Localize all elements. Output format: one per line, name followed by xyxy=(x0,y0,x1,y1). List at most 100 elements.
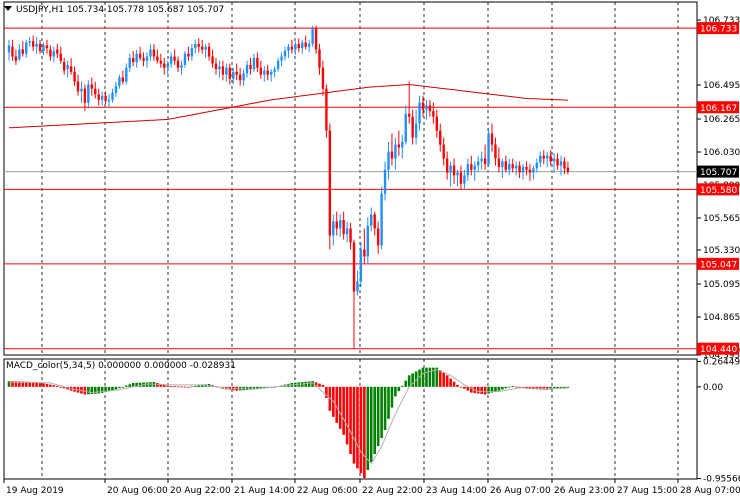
candle-body xyxy=(328,130,332,236)
candle xyxy=(100,91,104,106)
candle xyxy=(528,164,532,181)
candle-body xyxy=(318,49,321,68)
candle-body xyxy=(511,164,514,169)
candle-body xyxy=(539,155,542,163)
candle xyxy=(63,57,66,75)
macd-bar xyxy=(118,386,121,389)
candle-body xyxy=(349,228,352,243)
candle xyxy=(525,161,528,176)
macd-bar xyxy=(342,386,345,435)
macd-bar xyxy=(414,371,418,387)
candle-body xyxy=(552,158,556,162)
candle-body xyxy=(211,56,214,64)
candle-body xyxy=(294,43,297,50)
candle xyxy=(138,46,142,61)
candle xyxy=(104,91,107,105)
candle-body xyxy=(480,158,483,162)
candle xyxy=(477,155,480,173)
time-tick-label: 27 Aug 15:00 xyxy=(617,486,678,496)
candle xyxy=(25,39,28,58)
candle xyxy=(542,150,545,165)
macd-bar xyxy=(480,386,483,395)
macd-bar xyxy=(90,386,94,395)
candle-body xyxy=(138,53,142,58)
candle-body xyxy=(535,162,539,169)
macd-tick-label: 0.264495 xyxy=(703,357,740,367)
candle-body xyxy=(425,105,428,110)
candle xyxy=(7,39,11,61)
candle-body xyxy=(197,43,200,47)
candle-body xyxy=(225,67,228,75)
candle-body xyxy=(49,49,52,57)
candle-body xyxy=(504,161,507,170)
candle-body xyxy=(439,130,442,145)
candle-body xyxy=(100,95,104,100)
candle-body xyxy=(114,85,118,93)
candle-body xyxy=(280,56,283,61)
candle-body xyxy=(56,49,59,54)
candle xyxy=(87,80,90,109)
candle xyxy=(435,109,438,138)
candle-body xyxy=(287,46,290,51)
candle-body xyxy=(456,172,459,176)
candle xyxy=(390,133,394,166)
candle xyxy=(473,161,476,181)
macd-bar xyxy=(563,386,566,389)
candle xyxy=(121,70,125,85)
macd-bar xyxy=(518,386,521,388)
price-tick-label: 105.565 xyxy=(703,214,740,224)
candle xyxy=(566,161,570,175)
candle xyxy=(456,169,459,187)
macd-bar xyxy=(197,385,201,387)
candle-body xyxy=(414,123,418,138)
candle-body xyxy=(169,56,173,64)
macd-bar xyxy=(156,383,159,387)
macd-bar xyxy=(435,367,439,387)
candle xyxy=(114,81,118,98)
macd-pane-frame xyxy=(3,358,698,480)
candle xyxy=(321,60,325,96)
macd-bar xyxy=(456,384,459,387)
macd-bar xyxy=(87,386,90,395)
candle-body xyxy=(325,88,328,131)
macd-bar xyxy=(421,367,425,387)
candle xyxy=(163,57,166,75)
candle xyxy=(518,161,521,179)
candle-body xyxy=(356,281,359,292)
candle xyxy=(194,39,197,54)
price-pane-frame xyxy=(3,1,698,356)
candle xyxy=(307,39,311,53)
candle-body xyxy=(59,53,62,61)
macd-bar xyxy=(259,386,263,389)
candle xyxy=(107,94,111,107)
candle xyxy=(56,43,59,58)
candle-body xyxy=(38,43,42,51)
candle xyxy=(356,270,359,296)
candle xyxy=(197,38,200,53)
level-label: 106.733 xyxy=(700,25,737,35)
candle xyxy=(204,43,207,58)
time-tick-label: 22 Aug 06:00 xyxy=(297,486,358,496)
macd-pane-title: MACD_color(5,34,5) 0.000000 0.000000 -0.… xyxy=(6,361,236,371)
candle-body xyxy=(163,63,166,68)
candle-body xyxy=(411,116,414,138)
symbol-dropdown-arrow-icon[interactable] xyxy=(4,6,12,11)
macd-bar xyxy=(100,386,104,393)
macd-bar xyxy=(187,386,190,388)
macd-bar xyxy=(173,386,176,387)
candle-body xyxy=(566,167,570,172)
price-tick-label: 104.865 xyxy=(703,313,740,323)
candle-body xyxy=(242,73,245,81)
macd-bar xyxy=(159,383,163,387)
candle xyxy=(345,221,349,243)
candle xyxy=(256,52,259,72)
candle-body xyxy=(218,66,221,70)
macd-pane: 0.264495 0.00 -0.955663 xyxy=(3,357,740,485)
macd-bar xyxy=(52,385,56,387)
candle xyxy=(156,49,159,64)
time-tick-label: 21 Aug 14:00 xyxy=(234,486,295,496)
candle xyxy=(521,164,525,180)
level-label-box xyxy=(697,101,739,114)
candle xyxy=(59,46,62,64)
price-tick-label: 105.095 xyxy=(703,280,740,290)
